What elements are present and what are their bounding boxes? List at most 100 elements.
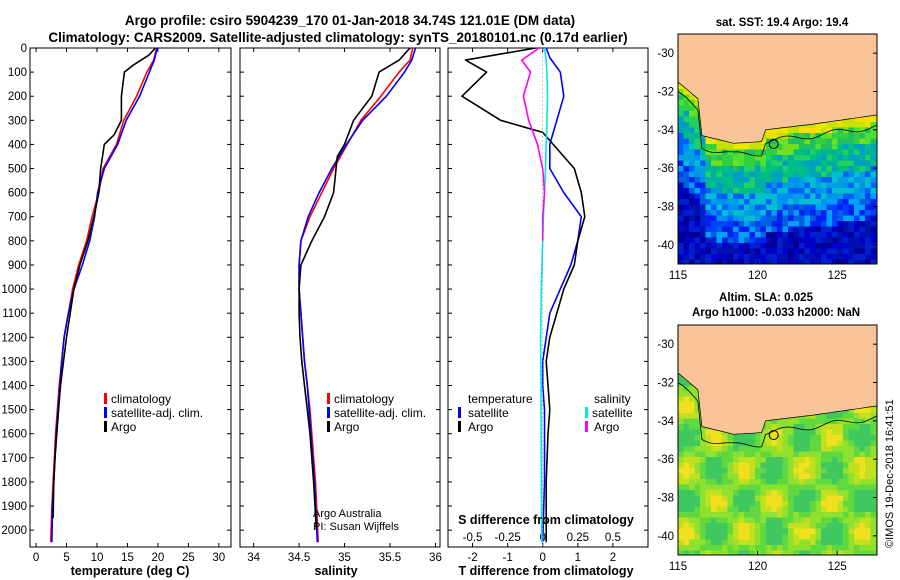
map-cell [777,534,783,540]
map-cell [832,193,838,200]
map-cell [793,446,800,452]
map-cell [738,243,745,249]
map-cell [854,407,860,414]
map-cell [793,424,800,430]
map-cell [848,182,855,189]
map-cell [771,446,778,452]
map-cell [859,462,866,469]
map-cell [705,243,712,249]
map-cell [771,226,778,233]
map-cell [705,193,712,200]
map-cell [788,484,794,491]
map-cell [777,506,783,513]
map-cell [854,451,860,458]
map-cell [716,479,723,485]
map-cell [843,237,849,244]
map-cell [804,457,811,463]
map-cell [810,424,816,430]
map-cell [815,204,822,211]
legend-swatch-t-argo [458,421,461,432]
map-cell [865,407,871,414]
map-cell [859,490,866,496]
map-cell [705,440,712,447]
map-cell [843,506,849,513]
map-cell [788,451,794,458]
map-cell [788,199,794,205]
map-cell [804,418,811,425]
map-cell [782,506,789,513]
map-cell [755,468,761,474]
map-cell [678,232,684,238]
map-cell [771,457,778,463]
map-cell [843,468,849,474]
map-cell [722,155,728,161]
map-cell [694,391,701,397]
map-cell [722,451,728,458]
map-cell [683,215,690,222]
legend-swatch-argo-s [327,421,330,432]
map-cell [788,144,794,150]
map-cell [821,484,827,491]
map-cell [843,199,849,205]
map-cell [689,160,695,167]
map-cell [804,144,811,150]
map-cell [705,155,712,161]
map-cell [843,188,849,194]
map-cell [738,457,745,463]
map-cell [711,517,717,524]
map-cell [705,210,712,216]
map-cell [848,144,855,150]
map-cell [678,226,684,233]
map-cell [815,171,822,178]
map-cell [810,215,816,222]
map-cell [705,259,712,264]
map-cell [848,155,855,161]
map-cell [804,490,811,496]
map-cell [711,479,717,485]
map-cell [804,188,811,194]
map-cell [744,221,750,227]
map-cell [760,451,767,458]
map-cell [859,457,866,463]
map-cell [738,144,745,150]
map-cell [705,457,712,463]
map-cell [859,232,866,238]
map-cell [689,210,695,216]
map-cell [804,149,811,156]
map-cell [859,484,866,491]
map-cell [716,545,723,551]
map-cell [865,133,871,139]
map-cell [832,545,838,551]
map-cell [826,166,833,172]
map-cell [683,166,690,172]
map-cell [782,210,789,216]
map-cell [826,138,833,145]
map-cell [793,506,800,513]
map-cell [793,193,800,200]
map-cell [749,512,756,518]
map-cell [771,473,778,480]
map-cell [848,237,855,244]
map-cell [799,193,805,200]
map-cell [832,495,838,502]
map-cell [837,534,844,540]
map-cell [815,473,822,480]
map-cell [815,138,822,145]
map-cell [755,155,761,161]
map-cell [777,160,783,167]
map-cell [771,254,778,260]
map-cell [793,440,800,447]
map-cell [843,215,849,222]
map-cell [859,171,866,178]
map-cell [848,232,855,238]
map-cell [683,501,690,507]
map-cell [711,259,717,264]
map-cell [810,243,816,249]
map-cell [711,166,717,172]
map-cell [799,473,805,480]
map-cell [733,204,739,211]
series-argo [52,48,157,519]
map-cell [777,545,783,551]
map-cell [700,440,706,447]
salinity-axes-frame [239,47,441,548]
